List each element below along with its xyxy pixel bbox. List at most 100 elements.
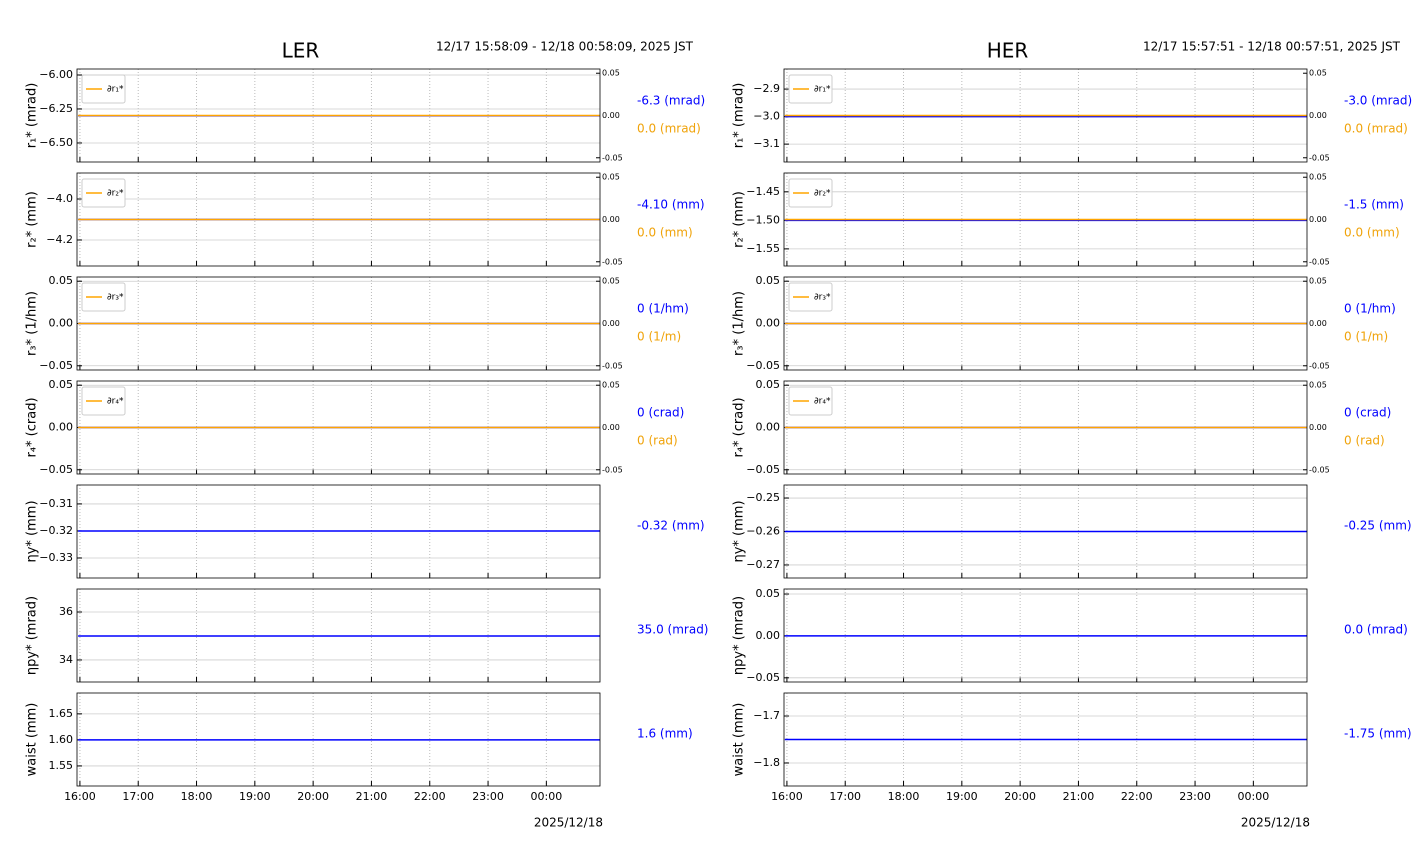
y2-tick-label: 0.05 [1309,173,1327,182]
plot-frame [76,484,601,579]
y-tick-label: −0.32 [39,524,73,537]
x-tick-label: 19:00 [239,790,271,803]
legend-box [81,74,126,104]
y2-tick-label: 0.00 [602,423,620,432]
y2-tick-label: 0.00 [1309,215,1327,224]
y-axis-label: ηy* (mm) [732,500,747,562]
y-tick-label: −4.2 [46,233,73,246]
legend-label: ∂r₁* [107,85,124,95]
y2-tick-label: 0.00 [602,215,620,224]
x-tick-label: 22:00 [1121,790,1153,803]
y-tick-label: −3.0 [753,110,780,123]
y-axis-label: ηpy* (mrad) [732,596,747,675]
y-tick-label: 34 [59,653,73,666]
legend-box [81,178,126,208]
y-axis-label: waist (mm) [732,703,747,777]
plot-frame [783,380,1308,475]
chart-subtitle: 12/17 15:57:51 - 12/18 00:57:51, 2025 JS… [1143,40,1401,54]
y2-tick-label: -0.05 [1309,361,1330,370]
readout: -4.10 (mm) [637,198,705,212]
y2-tick-label: 0.00 [602,111,620,120]
y-axis-label: r₂* (mm) [25,191,40,248]
plot-frame [783,588,1308,683]
legend-box [788,178,833,208]
readout: 0 (rad) [1344,434,1385,448]
x-tick-label: 16:00 [771,790,803,803]
plot-frame [783,172,1308,267]
y-tick-label: 0.05 [756,378,781,391]
y2-tick-label: 0.05 [602,381,620,390]
y2-tick-label: 0.05 [1309,69,1327,78]
readout: 0.0 (mm) [1344,226,1400,240]
y2-tick-label: -0.05 [1309,465,1330,474]
y-tick-label: −0.31 [39,497,73,510]
y-tick-label: 0.00 [756,629,781,642]
y2-tick-label: -0.05 [602,361,623,370]
y-tick-label: 0.00 [49,317,74,330]
y-tick-label: 1.65 [49,707,74,720]
y-axis-label: r₃* (1/hm) [25,291,40,356]
y2-tick-label: 0.05 [602,173,620,182]
x-axis-label: 2025/12/18 [534,816,603,830]
y2-tick-label: 0.00 [1309,111,1327,120]
readout: 0.0 (mm) [637,226,693,240]
x-tick-label: 22:00 [414,790,446,803]
readout: 0.0 (mrad) [1344,122,1408,136]
y-tick-label: −0.25 [746,491,780,504]
chart-subtitle: 12/17 15:58:09 - 12/18 00:58:09, 2025 JS… [436,40,694,54]
plot-frame [783,484,1308,579]
y-tick-label: 0.00 [756,421,781,434]
y-tick-label: 0.05 [756,587,781,600]
legend-box [788,386,833,416]
legend-box [81,386,126,416]
x-tick-label: 21:00 [356,790,388,803]
x-tick-label: 23:00 [472,790,504,803]
y-axis-label: r₃* (1/hm) [732,291,747,356]
y-tick-label: 36 [59,605,73,618]
y2-tick-label: 0.00 [1309,319,1327,328]
plot-frame [783,276,1308,371]
y2-tick-label: 0.05 [1309,381,1327,390]
y-axis-label: r₄* (crad) [732,397,747,457]
readout: 0 (1/m) [637,330,681,344]
y-tick-label: −0.05 [746,671,780,684]
y-tick-label: 0.05 [49,378,74,391]
readout: 0.0 (mrad) [637,122,701,136]
readout: 0 (1/hm) [1344,302,1396,316]
y-tick-label: −1.7 [753,709,780,722]
legend-label: ∂r₄* [107,397,124,407]
x-tick-label: 00:00 [531,790,563,803]
legend-label: ∂r₃* [814,293,831,303]
x-tick-label: 21:00 [1063,790,1095,803]
legend-box [81,282,126,312]
x-tick-label: 20:00 [1004,790,1036,803]
y-axis-label: ηpy* (mrad) [25,596,40,675]
y-tick-label: −1.8 [753,756,780,769]
legend-label: ∂r₁* [814,85,831,95]
y2-tick-label: -0.05 [602,257,623,266]
x-tick-label: 00:00 [1238,790,1270,803]
x-tick-label: 20:00 [297,790,329,803]
y2-tick-label: -0.05 [602,153,623,162]
y-tick-label: −0.26 [746,525,780,538]
x-tick-label: 16:00 [64,790,96,803]
readout: -0.32 (mm) [637,519,705,533]
x-tick-label: 18:00 [888,790,920,803]
y-tick-label: −0.05 [746,359,780,372]
y-tick-label: 1.60 [49,733,74,746]
x-tick-label: 19:00 [946,790,978,803]
x-tick-label: 17:00 [829,790,861,803]
plot-frame [783,68,1308,163]
y-tick-label: −6.25 [39,102,73,115]
x-tick-label: 17:00 [122,790,154,803]
y-axis-label: ηy* (mm) [25,500,40,562]
y-tick-label: 0.05 [756,274,781,287]
x-axis-label: 2025/12/18 [1241,816,1310,830]
y2-tick-label: -0.05 [1309,257,1330,266]
y2-tick-label: 0.05 [602,277,620,286]
readout: 0 (1/hm) [637,302,689,316]
readout: 0 (crad) [637,406,684,420]
readout: -0.25 (mm) [1344,519,1412,533]
y-tick-label: 0.05 [49,274,74,287]
